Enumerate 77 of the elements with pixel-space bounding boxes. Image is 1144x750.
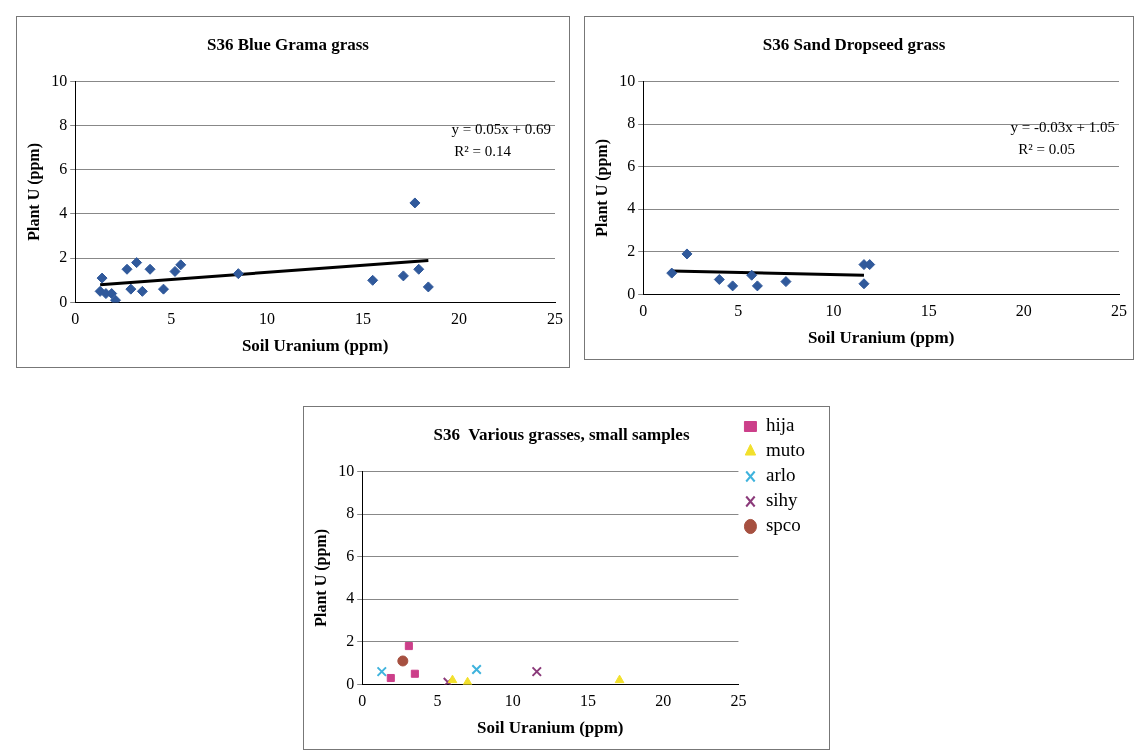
y-tick-label: 0 — [346, 674, 355, 692]
y-tick-label: 10 — [338, 461, 355, 479]
x-tick-label: 25 — [730, 692, 747, 710]
point — [125, 283, 137, 295]
point — [413, 263, 425, 275]
annotation: R² = 0.14 — [454, 142, 512, 159]
y-tick-label: 8 — [346, 504, 355, 522]
x-tick-label: 20 — [451, 310, 468, 328]
y-tick-label: 10 — [619, 71, 636, 89]
y-tick-label: 6 — [346, 546, 355, 564]
point — [666, 267, 678, 279]
x-tick-label: 15 — [355, 310, 372, 328]
point — [232, 268, 244, 280]
x-tick-label: 0 — [639, 302, 648, 320]
annotation: R² = 0.05 — [1018, 140, 1075, 157]
legend-label: spco — [765, 514, 801, 536]
y-tick-label: 8 — [59, 115, 68, 133]
point — [175, 259, 187, 271]
annotation: y = 0.05x + 0.69 — [451, 120, 551, 137]
x-tick-label: 25 — [1111, 302, 1127, 320]
annotation: y = -0.03x + 1.05 — [1010, 118, 1115, 135]
x-tick-label: 10 — [825, 302, 842, 320]
point — [144, 263, 156, 275]
y-tick-label: 2 — [627, 242, 636, 259]
y-tick-label: 4 — [346, 589, 355, 607]
x-axis-title: Soil Uranium (ppm) — [241, 336, 389, 356]
point — [409, 197, 421, 209]
y-tick-label: 4 — [627, 199, 636, 217]
x-tick-label: 20 — [655, 692, 672, 710]
x-tick-label: 0 — [71, 310, 80, 328]
y-tick-label: 0 — [627, 284, 636, 302]
chart-title: S36 Blue Grama grass — [207, 34, 370, 54]
x-axis-title: Soil Uranium (ppm) — [477, 718, 624, 738]
legend-label: sihy — [765, 489, 799, 511]
x-tick-label: 15 — [579, 692, 596, 710]
x-tick-label: 5 — [167, 310, 176, 328]
y-axis-title: Plant U (ppm) — [592, 139, 611, 237]
x-tick-label: 10 — [504, 692, 521, 710]
legend-label: muto — [765, 439, 805, 461]
point — [169, 265, 181, 277]
point — [397, 270, 409, 282]
point — [727, 280, 739, 292]
y-tick-label: 2 — [59, 248, 68, 266]
x-tick-label: 25 — [547, 310, 563, 328]
x-tick-label: 15 — [920, 302, 937, 320]
x-tick-label: 10 — [259, 310, 276, 328]
point — [136, 285, 148, 297]
x-tick-label: 20 — [1015, 302, 1032, 320]
point — [110, 294, 121, 303]
y-tick-label: 4 — [59, 204, 68, 222]
point — [131, 257, 143, 269]
y-tick-label: 8 — [627, 114, 636, 132]
point — [780, 276, 792, 288]
y-tick-label: 10 — [51, 71, 68, 89]
point — [751, 280, 763, 292]
chart-title: S36 Sand Dropseed grass — [762, 34, 946, 54]
y-axis-title: Plant U (ppm) — [24, 143, 43, 241]
legend-label: hija — [765, 414, 795, 436]
chart-title: S36 Various grasses, small samples — [433, 424, 690, 444]
legend-label: arlo — [765, 464, 796, 486]
point — [681, 248, 693, 260]
point — [96, 272, 108, 284]
y-tick-label: 6 — [59, 160, 68, 177]
x-axis-title: Soil Uranium (ppm) — [807, 328, 955, 348]
point — [422, 281, 434, 293]
y-tick-label: 2 — [346, 632, 355, 649]
y-tick-label: 6 — [627, 156, 636, 174]
x-tick-label: 5 — [433, 692, 442, 710]
y-axis-title: Plant U (ppm) — [311, 529, 330, 627]
point — [713, 273, 725, 285]
x-tick-label: 0 — [358, 692, 367, 710]
point — [858, 278, 870, 290]
point — [746, 269, 758, 281]
point — [121, 263, 133, 275]
x-tick-label: 5 — [734, 302, 743, 320]
point — [157, 283, 169, 295]
point — [367, 274, 379, 286]
